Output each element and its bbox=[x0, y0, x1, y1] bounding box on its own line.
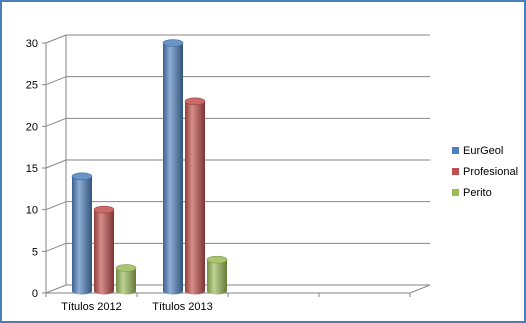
bar-body bbox=[94, 209, 114, 295]
legend-swatch bbox=[452, 189, 459, 196]
legend-swatch bbox=[452, 168, 459, 175]
bar-eurgeol-2 bbox=[162, 39, 184, 295]
legend-swatch bbox=[452, 147, 459, 154]
bar-top bbox=[93, 205, 115, 214]
bar-top bbox=[115, 264, 137, 272]
gridline-diag bbox=[45, 34, 67, 44]
y-tick-label: 5 bbox=[32, 246, 38, 258]
bar-eurgeol-1 bbox=[71, 172, 93, 295]
y-tick-label: 0 bbox=[32, 288, 38, 300]
legend-item-perito: Perito bbox=[452, 187, 492, 199]
bar-perito-1 bbox=[115, 264, 137, 295]
bar-body bbox=[116, 268, 136, 295]
legend-label: Perito bbox=[463, 187, 492, 199]
legend-label: Profesional bbox=[463, 166, 518, 178]
legend-item-eurgeol: EurGeol bbox=[452, 145, 503, 157]
bar-profesional-1 bbox=[93, 205, 115, 295]
bar-top bbox=[206, 255, 228, 264]
y-tick-label: 30 bbox=[26, 38, 38, 50]
x-tick-label: Títulos 2012 bbox=[61, 301, 122, 313]
bars bbox=[71, 39, 228, 295]
bar-body bbox=[185, 101, 206, 295]
y-tick-label: 25 bbox=[26, 80, 38, 92]
bar-body bbox=[163, 43, 183, 295]
y-axis-ticks: 0 5 10 15 20 25 30 bbox=[26, 38, 46, 300]
bar-top bbox=[162, 39, 184, 47]
bar-perito-2 bbox=[206, 255, 228, 295]
legend-label: EurGeol bbox=[463, 145, 503, 157]
bar-profesional-2 bbox=[184, 97, 206, 295]
legend-item-profesional: Profesional bbox=[452, 166, 518, 178]
gridline-diag bbox=[45, 159, 67, 169]
gridline-diag bbox=[45, 242, 67, 252]
x-axis-ticks: Títulos 2012 Títulos 2013 bbox=[45, 293, 411, 313]
y-tick-label: 20 bbox=[26, 121, 38, 133]
gridline-diag bbox=[45, 284, 67, 294]
y-tick-label: 10 bbox=[26, 205, 38, 217]
y-tick-label: 15 bbox=[26, 163, 38, 175]
bar-top bbox=[184, 97, 206, 106]
gridline-diag bbox=[45, 201, 67, 211]
gridline-diag bbox=[45, 76, 67, 86]
bar-body bbox=[207, 259, 227, 295]
bar-top bbox=[71, 172, 93, 181]
legend: EurGeol Profesional Perito bbox=[452, 145, 518, 199]
x-tick-label: Títulos 2013 bbox=[152, 301, 213, 313]
bar-body bbox=[72, 176, 92, 295]
floor-right-edge bbox=[409, 284, 431, 294]
gridline-diag bbox=[45, 117, 67, 127]
